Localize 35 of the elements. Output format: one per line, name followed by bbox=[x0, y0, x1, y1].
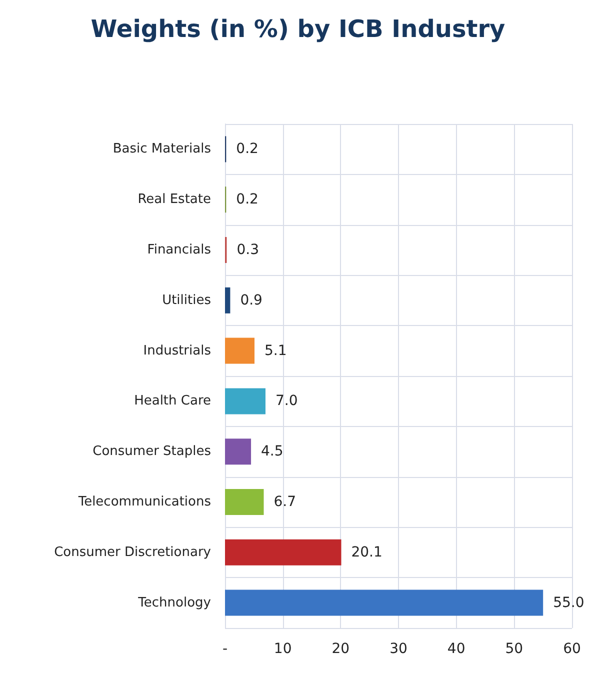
x-tick-label: 30 bbox=[390, 641, 408, 657]
data-label: 4.5 bbox=[261, 444, 284, 460]
data-label: 0.9 bbox=[240, 292, 262, 308]
y-tick-label: Health Care bbox=[134, 394, 211, 409]
y-tick-label: Financials bbox=[147, 242, 212, 258]
bar bbox=[225, 338, 254, 364]
x-tick-label: 10 bbox=[274, 641, 292, 657]
chart-title: Weights (in %) by ICB Industry bbox=[90, 15, 506, 43]
y-tick-label: Basic Materials bbox=[112, 142, 212, 157]
y-tick-label: Consumer Discretionary bbox=[54, 544, 212, 560]
data-label: 6.7 bbox=[274, 494, 296, 510]
x-tick-label: 60 bbox=[563, 641, 581, 657]
data-label: 7.0 bbox=[275, 393, 298, 410]
x-tick-label: 20 bbox=[332, 641, 350, 657]
x-tick-label: 40 bbox=[447, 641, 466, 657]
y-tick-label: Telecommunications bbox=[77, 494, 212, 510]
bar bbox=[225, 287, 230, 314]
y-tick-label: Industrials bbox=[143, 343, 212, 358]
data-label: 5.1 bbox=[264, 342, 287, 359]
data-label: 55.0 bbox=[553, 594, 584, 611]
y-tick-label: Real Estate bbox=[138, 192, 211, 208]
bar bbox=[225, 539, 342, 566]
data-label: 20.1 bbox=[351, 544, 382, 560]
y-tick-label: Consumer Staples bbox=[92, 444, 212, 460]
data-label: 0.2 bbox=[236, 141, 258, 158]
data-label: 0.2 bbox=[236, 192, 258, 208]
x-tick-label: 50 bbox=[505, 641, 524, 657]
bar bbox=[225, 388, 266, 414]
bar bbox=[225, 438, 252, 465]
x-tick-label: - bbox=[222, 641, 228, 657]
data-label: 0.3 bbox=[236, 242, 259, 258]
bar bbox=[225, 590, 544, 616]
bar bbox=[225, 489, 264, 515]
y-tick-label: Technology bbox=[137, 595, 212, 610]
y-tick-label: Utilities bbox=[162, 292, 212, 308]
